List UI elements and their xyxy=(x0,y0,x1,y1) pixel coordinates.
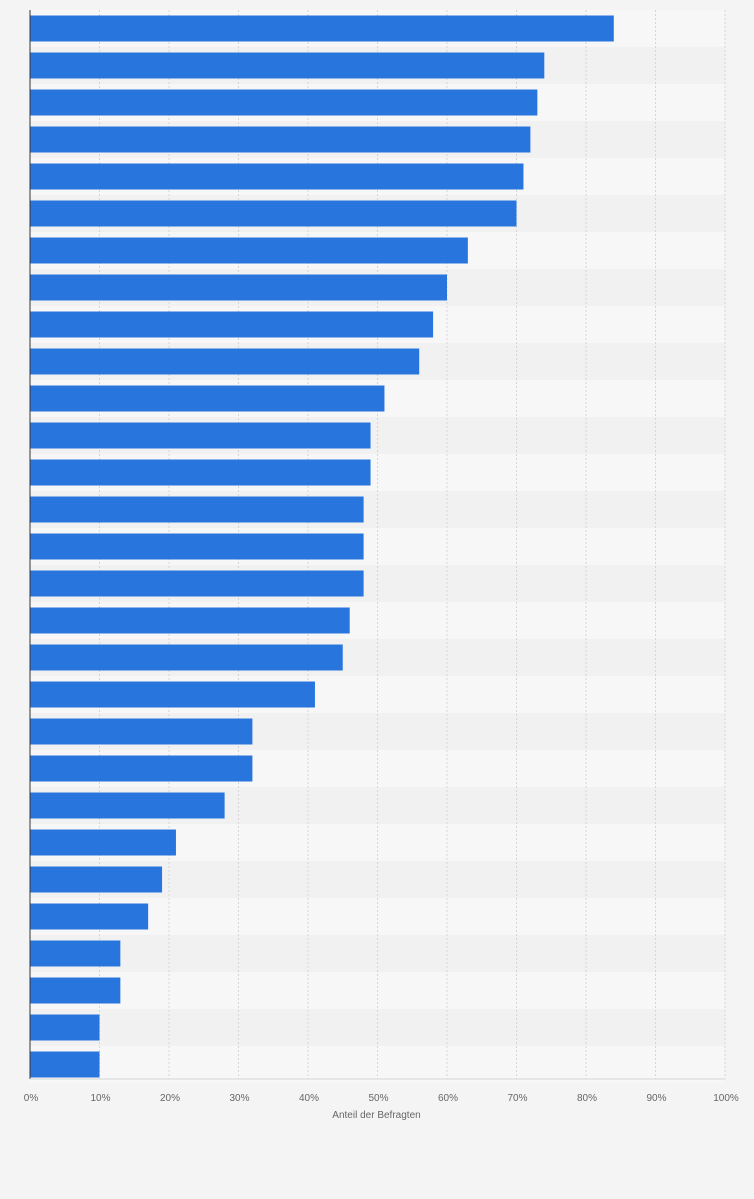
bars xyxy=(30,15,614,1078)
x-tick-label: 30% xyxy=(229,1093,249,1104)
x-tick-labels: 0% 10% 20% 30% 40% 50% 60% 70% 80% 90% 100% xyxy=(24,1093,739,1104)
bar[interactable] xyxy=(30,940,121,967)
bar[interactable] xyxy=(30,163,524,190)
bar[interactable] xyxy=(30,607,350,634)
bar[interactable] xyxy=(30,422,371,449)
bar[interactable] xyxy=(30,829,176,856)
bar[interactable] xyxy=(30,126,531,153)
bar[interactable] xyxy=(30,348,420,375)
x-tick-label: 100% xyxy=(713,1093,739,1104)
x-tick-label: 80% xyxy=(577,1093,597,1104)
x-tick-label: 50% xyxy=(368,1093,388,1104)
row-band xyxy=(30,1046,725,1083)
row-band xyxy=(30,935,725,972)
x-tick-label: 20% xyxy=(160,1093,180,1104)
x-tick-label: 10% xyxy=(90,1093,110,1104)
bar[interactable] xyxy=(30,792,225,819)
bar[interactable] xyxy=(30,200,517,227)
bar[interactable] xyxy=(30,15,614,42)
bar[interactable] xyxy=(30,274,447,301)
bar[interactable] xyxy=(30,1014,100,1041)
bar[interactable] xyxy=(30,533,364,560)
bar[interactable] xyxy=(30,644,343,671)
bar[interactable] xyxy=(30,718,253,745)
x-tick-label: 70% xyxy=(507,1093,527,1104)
x-tick-label: 90% xyxy=(646,1093,666,1104)
x-tick-label: 60% xyxy=(438,1093,458,1104)
bar[interactable] xyxy=(30,903,149,930)
bar[interactable] xyxy=(30,866,163,893)
x-axis-title: Anteil der Befragten xyxy=(332,1110,420,1121)
bar[interactable] xyxy=(30,1051,100,1078)
bar[interactable] xyxy=(30,755,253,782)
bar[interactable] xyxy=(30,570,364,597)
bar[interactable] xyxy=(30,89,538,116)
bar[interactable] xyxy=(30,237,468,264)
bar[interactable] xyxy=(30,311,434,338)
bar[interactable] xyxy=(30,52,545,79)
bar[interactable] xyxy=(30,459,371,486)
bar[interactable] xyxy=(30,496,364,523)
x-tick-label: 40% xyxy=(299,1093,319,1104)
axes xyxy=(29,10,725,1080)
bar[interactable] xyxy=(30,681,315,708)
x-tick-label: 0% xyxy=(24,1093,39,1104)
bar[interactable] xyxy=(30,977,121,1004)
bar[interactable] xyxy=(30,385,385,412)
